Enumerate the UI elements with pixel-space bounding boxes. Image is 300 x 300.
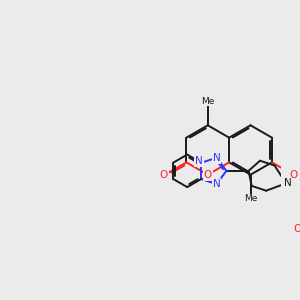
- Text: N: N: [213, 153, 221, 163]
- Text: O: O: [160, 170, 168, 180]
- Text: Me: Me: [244, 194, 257, 203]
- Text: N: N: [284, 178, 291, 188]
- Text: O: O: [290, 170, 298, 180]
- Text: N: N: [213, 179, 221, 189]
- Text: O: O: [204, 170, 212, 180]
- Text: N: N: [195, 156, 203, 166]
- Text: O: O: [293, 224, 300, 234]
- Text: Me: Me: [201, 97, 214, 106]
